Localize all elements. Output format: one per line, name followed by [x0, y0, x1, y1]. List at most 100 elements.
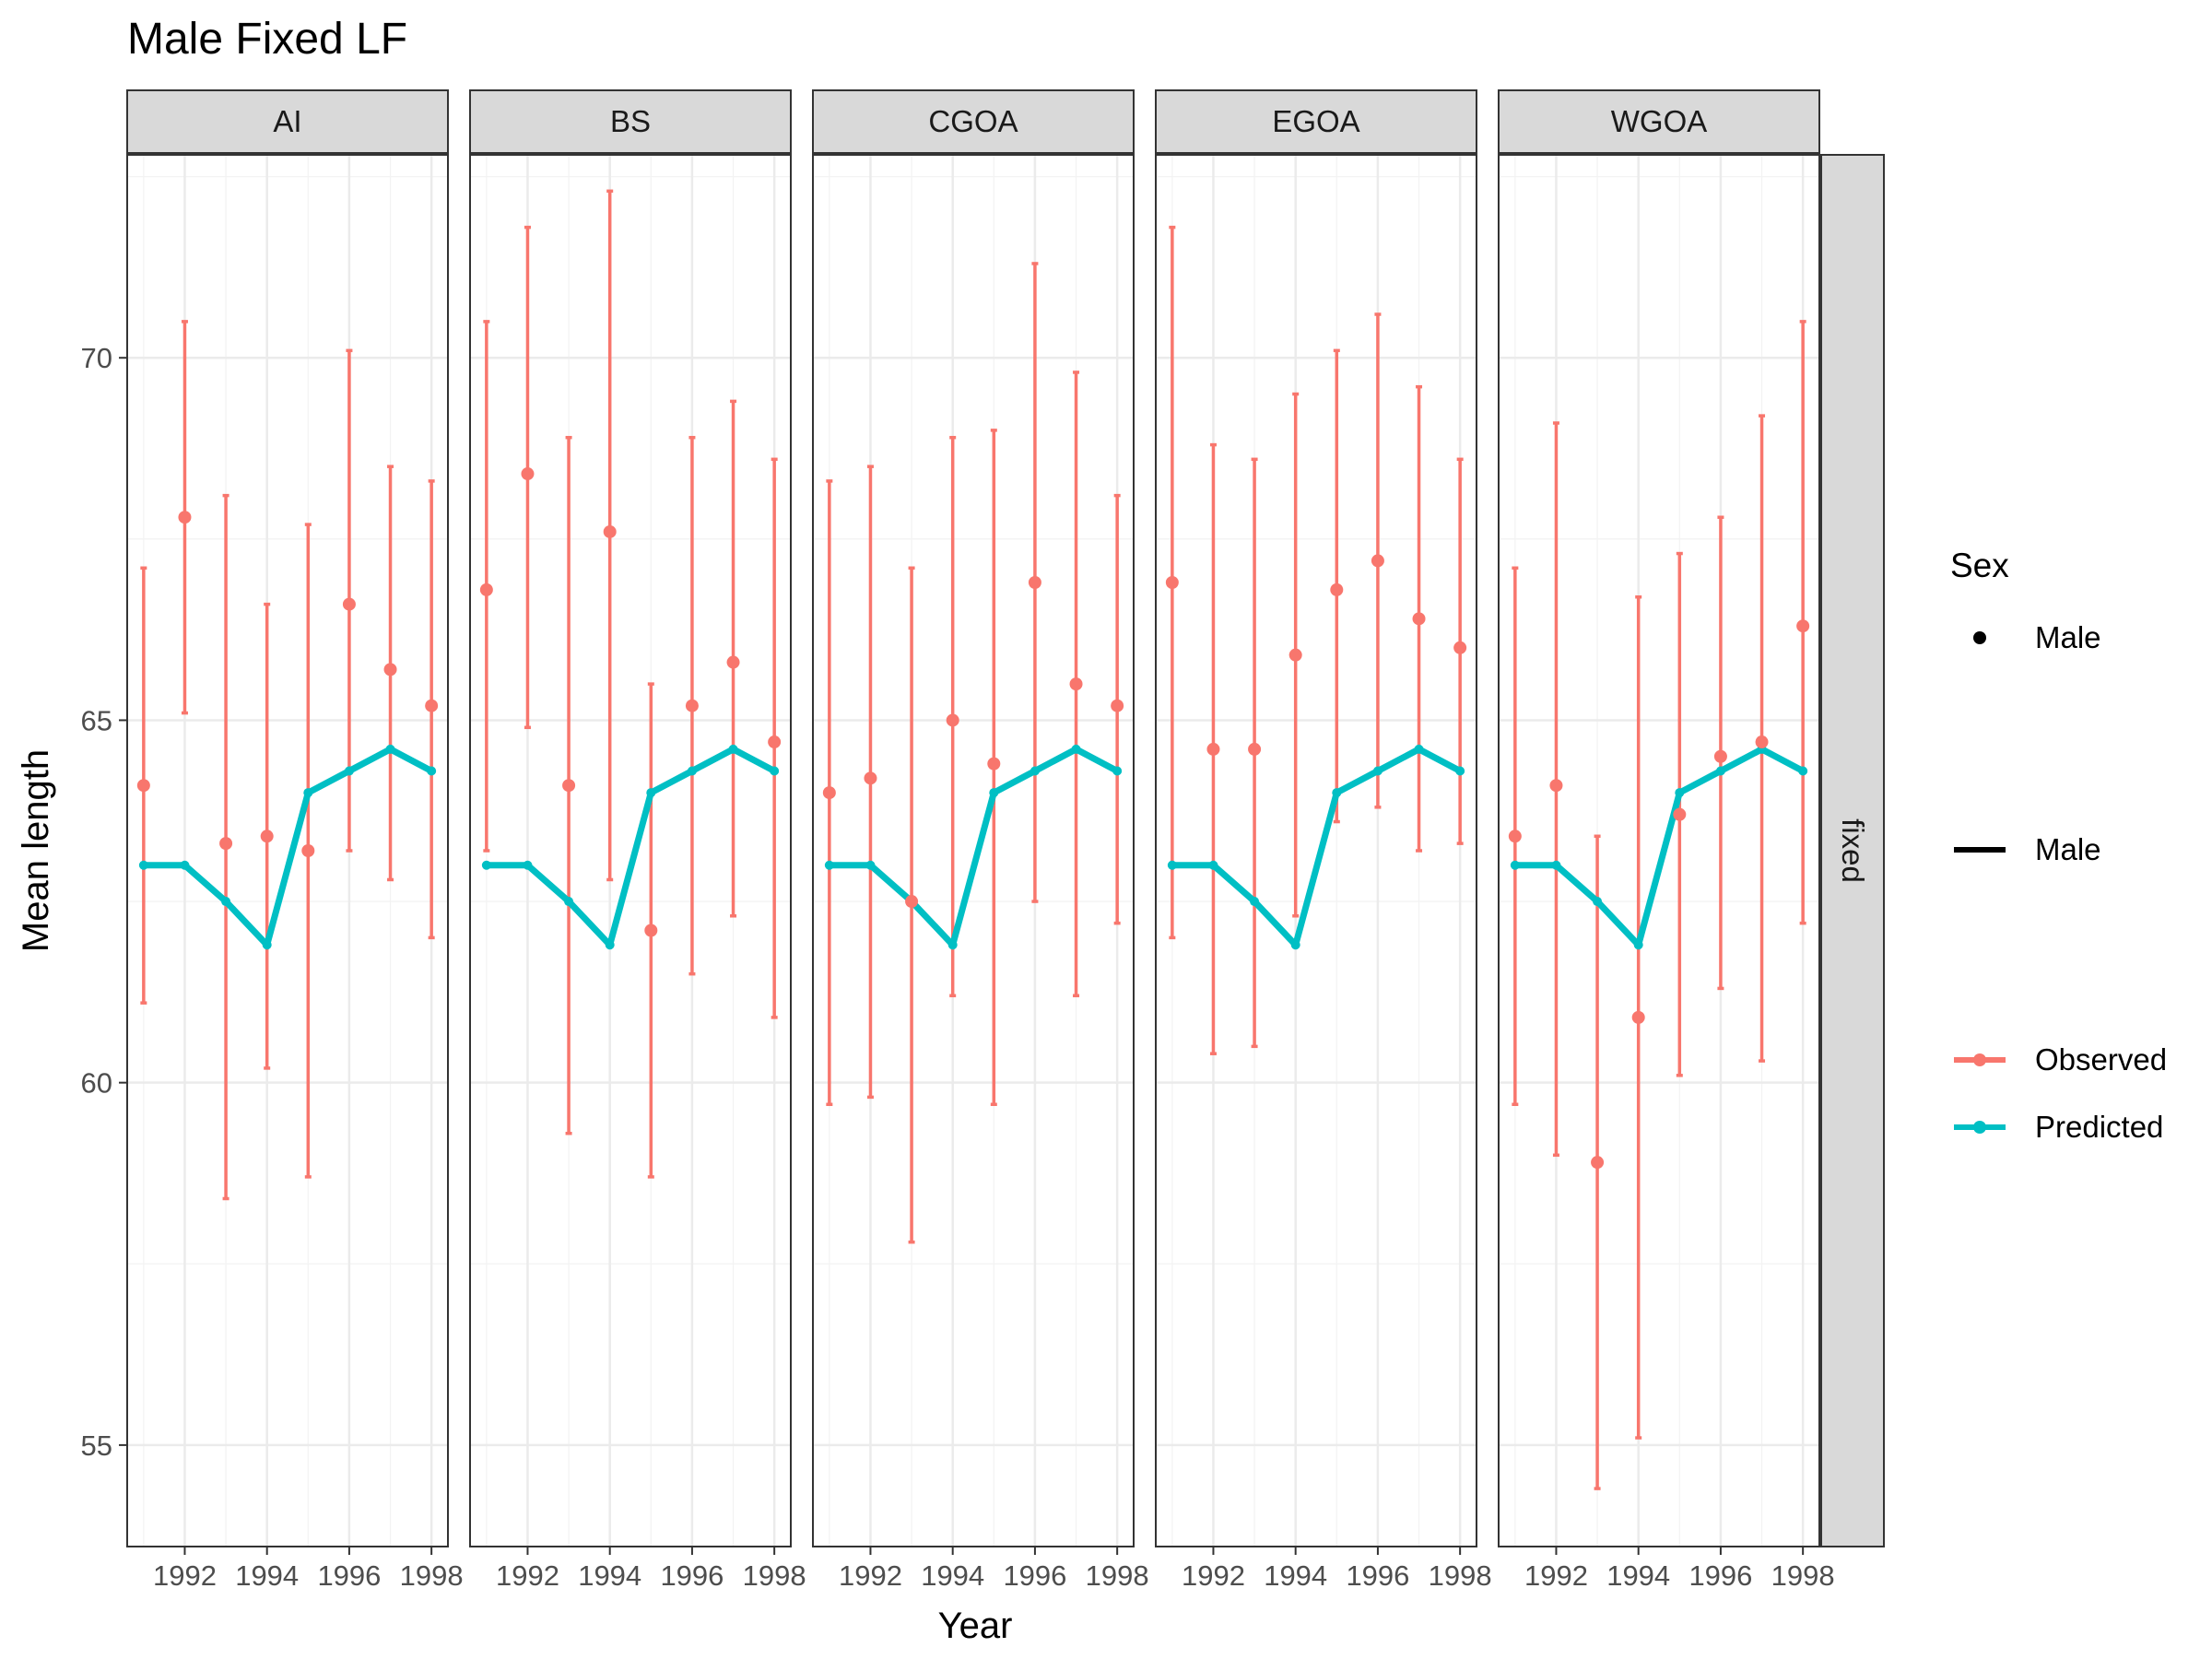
- predicted-point: [1250, 897, 1260, 907]
- predicted-point: [344, 766, 354, 776]
- legend: Sex Male Male Observed Predicted: [1950, 547, 2167, 1144]
- observed-point: [562, 779, 576, 793]
- observed-point: [1248, 742, 1262, 756]
- predicted-point: [865, 860, 876, 870]
- panel-strip: [126, 89, 449, 154]
- observed-point: [521, 467, 535, 481]
- x-tick-label: 1994: [921, 1559, 984, 1592]
- observed-point: [987, 757, 1001, 771]
- predicted-point: [1798, 766, 1808, 776]
- x-tick-label: 1998: [1429, 1559, 1492, 1592]
- row-strip-label: fixed: [1836, 818, 1870, 883]
- legend-label-predicted: Predicted: [2035, 1110, 2163, 1144]
- observed-point: [1796, 619, 1810, 633]
- panel-strip-label: EGOA: [1272, 104, 1359, 138]
- panel-egoa: EGOA 1992 1994 1996 1998: [1155, 89, 1492, 1592]
- predicted-point: [138, 860, 148, 870]
- legend-key-observed-point: [1973, 1053, 1986, 1066]
- observed-point: [685, 699, 699, 712]
- x-tick-label: 1992: [1524, 1559, 1588, 1592]
- predicted-point: [1372, 766, 1382, 776]
- observed-point: [1673, 807, 1687, 821]
- predicted-point: [1332, 788, 1342, 798]
- predicted-point: [770, 766, 780, 776]
- predicted-point: [523, 860, 533, 870]
- x-tick-label: 1996: [660, 1559, 724, 1592]
- observed-point: [425, 699, 439, 712]
- observed-point: [603, 524, 617, 538]
- y-axis: 55 60 65 70: [81, 342, 127, 1462]
- panel-strip: [812, 89, 1135, 154]
- predicted-line: [1169, 746, 1464, 948]
- panel-plot-area: [470, 155, 791, 1547]
- observed-point: [1371, 554, 1384, 568]
- plot-title: Male Fixed LF: [127, 15, 407, 64]
- predicted-point: [947, 940, 958, 950]
- predicted-line: [1512, 746, 1806, 948]
- observed-point: [1412, 612, 1426, 626]
- legend-key-point: [1973, 631, 1986, 644]
- panel-plot-area: [1499, 155, 1819, 1547]
- panel-strip-label: BS: [610, 104, 651, 138]
- predicted-point: [564, 897, 574, 907]
- predicted-point: [262, 940, 272, 950]
- panel-bs: BS 1992 1994 1996 1998: [469, 89, 806, 1592]
- panel-strip-label: CGOA: [928, 104, 1018, 138]
- y-tick-label: 65: [81, 704, 112, 736]
- panel-strip: [469, 89, 792, 154]
- observed-point: [1508, 830, 1522, 843]
- x-tick-label: 1998: [400, 1559, 464, 1592]
- panel-strip-label: AI: [273, 104, 301, 138]
- observed-point: [1165, 576, 1179, 590]
- panel-cgoa: CGOA 1992 1994 1996 1998: [812, 89, 1149, 1592]
- x-tick-label: 1992: [1182, 1559, 1245, 1592]
- panel-strip-label: WGOA: [1611, 104, 1708, 138]
- observed-point: [260, 830, 274, 843]
- predicted-point: [824, 860, 834, 870]
- observed-point: [1549, 779, 1563, 793]
- predicted-point: [1290, 940, 1300, 950]
- panel-border: [126, 154, 449, 1547]
- y-axis-title: Mean length: [16, 749, 56, 952]
- panel-plot-area: [127, 155, 448, 1547]
- x-tick-label: 1998: [1086, 1559, 1149, 1592]
- observed-point: [768, 735, 782, 749]
- x-tick-label: 1994: [578, 1559, 641, 1592]
- y-tick-label: 55: [81, 1430, 112, 1462]
- panel-wgoa: WGOA 1992 1994 1996 1998: [1498, 89, 1835, 1592]
- predicted-point: [1510, 860, 1520, 870]
- observed-point: [1755, 735, 1769, 749]
- observed-point: [479, 582, 493, 596]
- observed-point: [905, 895, 919, 909]
- predicted-point: [1633, 940, 1643, 950]
- y-tick-label: 70: [81, 342, 112, 374]
- panel-strip: [1155, 89, 1477, 154]
- predicted-line: [140, 746, 435, 948]
- x-tick-label: 1994: [1264, 1559, 1327, 1592]
- x-tick-label: 1992: [839, 1559, 902, 1592]
- panel-border: [1155, 154, 1477, 1547]
- legend-label-observed: Observed: [2035, 1042, 2167, 1077]
- predicted-point: [646, 788, 656, 798]
- x-tick-label: 1996: [1688, 1559, 1752, 1592]
- predicted-point: [1030, 766, 1040, 776]
- row-strip: [1820, 154, 1885, 1547]
- legend-key-predicted-point: [1973, 1121, 1986, 1134]
- observed-point: [178, 511, 192, 524]
- panel-border: [469, 154, 792, 1547]
- predicted-point: [180, 860, 190, 870]
- observed-point: [1069, 677, 1083, 691]
- panel-strip: [1498, 89, 1820, 154]
- predicted-point: [1715, 766, 1725, 776]
- observed-point: [822, 786, 836, 800]
- observed-point: [1631, 1010, 1645, 1024]
- predicted-point: [385, 744, 395, 754]
- x-tick-label: 1996: [1003, 1559, 1066, 1592]
- predicted-point: [1167, 860, 1177, 870]
- predicted-point: [605, 940, 615, 950]
- observed-point: [864, 771, 877, 785]
- y-tick-label: 60: [81, 1067, 112, 1100]
- x-tick-label: 1996: [317, 1559, 381, 1592]
